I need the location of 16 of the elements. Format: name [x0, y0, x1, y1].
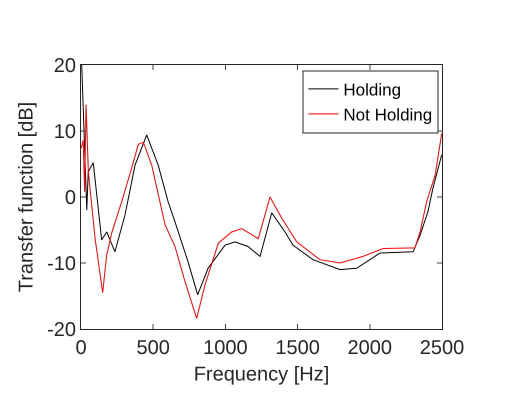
x-tick-label: 2000: [348, 337, 392, 359]
y-tick-label: 10: [54, 121, 76, 143]
x-tick-label: 1000: [203, 337, 248, 359]
legend-label: Holding: [343, 80, 402, 100]
y-tick-label: -10: [47, 253, 76, 275]
legend-label: Not Holding: [343, 106, 432, 125]
x-tick-label: 500: [136, 337, 170, 359]
x-axis-title: Frequency [Hz]: [194, 364, 330, 386]
x-tick-label: 1500: [275, 337, 320, 359]
line-series: [81, 104, 442, 319]
y-tick-label: -20: [47, 319, 76, 341]
line-series: [81, 65, 442, 296]
y-axis-title: Transfer function [dB]: [16, 102, 38, 292]
y-tick-label: 0: [64, 187, 76, 209]
x-tick-label: 2500: [420, 337, 464, 359]
y-tick-label: 20: [54, 55, 76, 77]
